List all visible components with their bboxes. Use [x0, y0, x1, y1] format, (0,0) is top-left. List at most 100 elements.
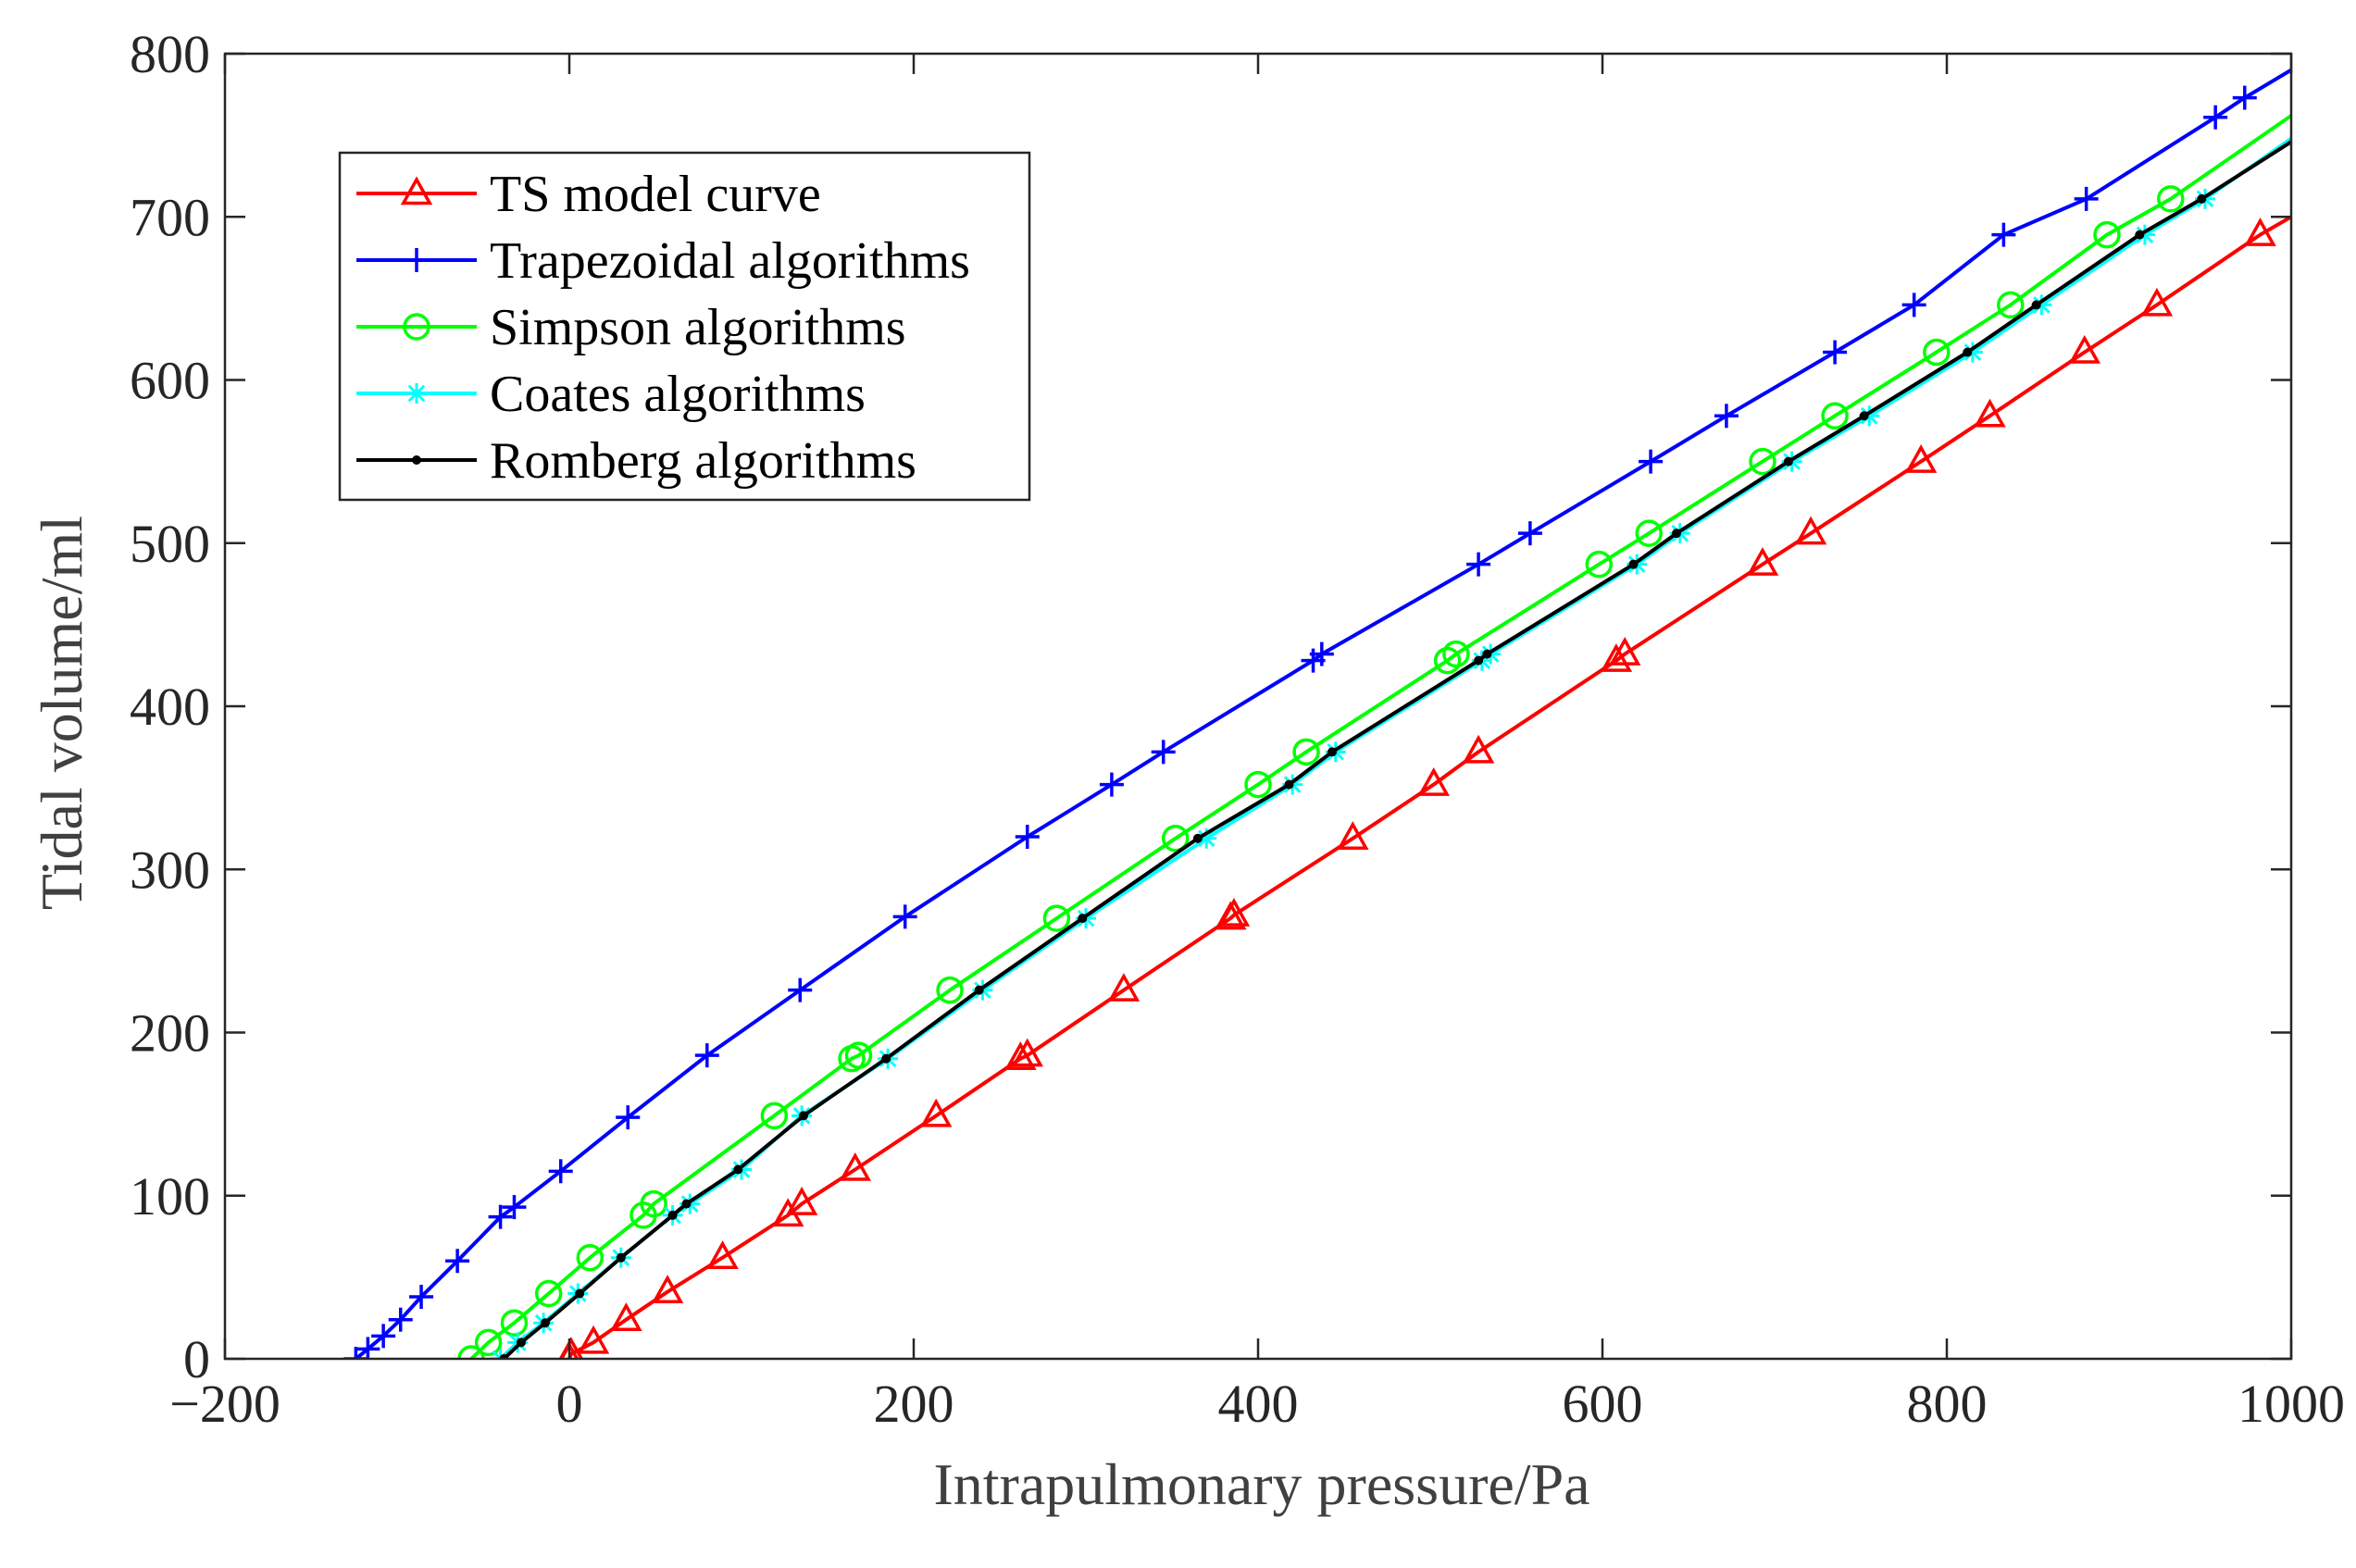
data-point-trapezoidal-algorithms — [445, 1249, 470, 1274]
data-point-ts-model-curve — [1462, 734, 1495, 764]
circle-marker-shape — [534, 1279, 563, 1308]
x-tick-label: 0 — [556, 1374, 583, 1434]
legend-entry-simpson-algorithms: Simpson algorithms — [356, 299, 906, 356]
data-point-simpson-algorithms — [1821, 402, 1849, 430]
x-tick-label: 400 — [1218, 1374, 1299, 1434]
triangle-marker-shape — [651, 1275, 684, 1303]
data-point-ts-model-curve — [558, 1337, 584, 1359]
legend-entry-romberg-algorithms: Romberg algorithms — [356, 432, 916, 490]
data-point-ts-model-curve — [1904, 444, 1938, 473]
x-tick-label: −200 — [169, 1374, 280, 1434]
data-point-trapezoidal-algorithms — [343, 1347, 368, 1359]
data-point-simpson-algorithms — [1997, 291, 2025, 319]
data-point-ts-model-curve — [1011, 1038, 1043, 1067]
y-tick-label: 700 — [130, 187, 210, 247]
dot-marker-shape — [1192, 833, 1203, 843]
data-point-romberg-algorithms — [2197, 193, 2207, 204]
data-point-romberg-algorithms — [1474, 655, 1484, 666]
x-tick-label: 200 — [874, 1374, 954, 1434]
triangle-marker-shape — [1462, 734, 1495, 764]
data-point-romberg-algorithms — [1628, 559, 1639, 569]
data-point-romberg-algorithms — [733, 1164, 743, 1175]
data-point-trapezoidal-algorithms — [388, 1307, 413, 1332]
data-point-ts-model-curve — [1004, 1041, 1037, 1070]
legend-entry-coates-algorithms: Coates algorithms — [356, 366, 866, 423]
legend-marker — [412, 455, 421, 465]
series-line-romberg-algorithms — [502, 140, 2291, 1359]
data-point-romberg-algorithms — [974, 985, 984, 995]
triangle-marker-shape — [1904, 444, 1938, 473]
data-point-ts-model-curve — [839, 1151, 871, 1181]
data-point-trapezoidal-algorithms — [409, 1285, 434, 1310]
circle-marker-shape — [1042, 904, 1071, 932]
data-point-simpson-algorithms — [1244, 770, 1272, 799]
data-point-romberg-algorithms — [881, 1053, 891, 1064]
plot-area — [343, 68, 2291, 1359]
data-point-romberg-algorithms — [575, 1288, 585, 1299]
data-point-trapezoidal-algorithms — [1466, 552, 1491, 577]
circle-marker-shape — [1585, 550, 1614, 579]
data-point-ts-model-curve — [1600, 643, 1633, 672]
dot-marker-shape — [2135, 230, 2145, 240]
data-point-ts-model-curve — [610, 1302, 642, 1331]
triangle-marker-shape — [577, 1325, 610, 1354]
circle-marker-shape — [844, 1041, 873, 1069]
data-point-ts-model-curve — [1217, 898, 1251, 927]
series-trapezoidal-algorithms — [343, 68, 2291, 1359]
triangle-marker-shape — [1011, 1038, 1043, 1067]
legend-marker — [400, 176, 433, 205]
triangle-marker-shape — [1794, 516, 1827, 545]
y-tick-label: 200 — [130, 1003, 210, 1064]
data-point-simpson-algorithms — [1749, 447, 1776, 476]
circle-marker-shape — [2157, 185, 2185, 213]
triangle-marker-shape — [1004, 1041, 1037, 1070]
data-point-romberg-algorithms — [516, 1338, 526, 1348]
data-point-romberg-algorithms — [2031, 300, 2041, 310]
dot-marker-shape — [1078, 914, 1088, 924]
legend-entry-ts-model-curve: TS model curve — [356, 166, 821, 223]
data-point-trapezoidal-algorithms — [1015, 825, 1040, 849]
data-point-ts-model-curve — [2068, 334, 2101, 364]
triangle-marker-shape — [839, 1151, 871, 1181]
y-tick-label: 400 — [130, 677, 210, 737]
data-point-ts-model-curve — [919, 1098, 953, 1127]
legend-label: Trapezoidal algorithms — [490, 232, 970, 290]
data-point-trapezoidal-algorithms — [1639, 449, 1664, 474]
y-axis-label: Tidal volume/ml — [29, 516, 94, 910]
y-tick-label: 0 — [183, 1329, 210, 1389]
data-point-simpson-algorithms — [500, 1309, 529, 1337]
circle-marker-shape — [1161, 825, 1190, 852]
y-tick-label: 800 — [130, 24, 210, 84]
data-point-simpson-algorithms — [844, 1041, 873, 1069]
circle-marker-shape — [760, 1101, 789, 1130]
circle-marker-shape — [1923, 338, 1951, 367]
triangle-marker-shape — [1217, 898, 1251, 927]
data-point-simpson-algorithms — [1923, 338, 1951, 367]
data-point-trapezoidal-algorithms — [1901, 292, 1926, 317]
data-point-romberg-algorithms — [1859, 411, 1869, 421]
dot-marker-shape — [798, 1111, 808, 1121]
data-point-simpson-algorithms — [1585, 550, 1614, 579]
triangle-marker-shape — [1417, 767, 1450, 796]
data-point-ts-model-curve — [1608, 637, 1641, 666]
data-point-trapezoidal-algorithms — [2232, 85, 2257, 110]
data-point-trapezoidal-algorithms — [371, 1324, 396, 1349]
data-point-romberg-algorithms — [1192, 833, 1203, 843]
circle-marker-shape — [1442, 640, 1470, 668]
data-point-romberg-algorithms — [1284, 779, 1294, 790]
data-point-trapezoidal-algorithms — [694, 1043, 719, 1068]
legend-label: Coates algorithms — [490, 366, 866, 423]
data-point-coates-algorithms — [490, 1349, 511, 1359]
data-point-trapezoidal-algorithms — [1151, 740, 1176, 765]
data-point-trapezoidal-algorithms — [1099, 772, 1124, 797]
data-point-trapezoidal-algorithms — [1309, 641, 1334, 666]
data-point-simpson-algorithms — [1292, 738, 1320, 766]
data-point-ts-model-curve — [2140, 287, 2174, 317]
data-point-romberg-algorithms — [1482, 649, 1492, 659]
data-point-ts-model-curve — [1746, 547, 1779, 576]
data-point-trapezoidal-algorithms — [548, 1159, 573, 1184]
dot-marker-shape — [575, 1288, 585, 1299]
circle-marker-shape — [500, 1309, 529, 1337]
triangle-marker-shape — [1107, 973, 1141, 1002]
dot-marker-shape — [881, 1053, 891, 1064]
